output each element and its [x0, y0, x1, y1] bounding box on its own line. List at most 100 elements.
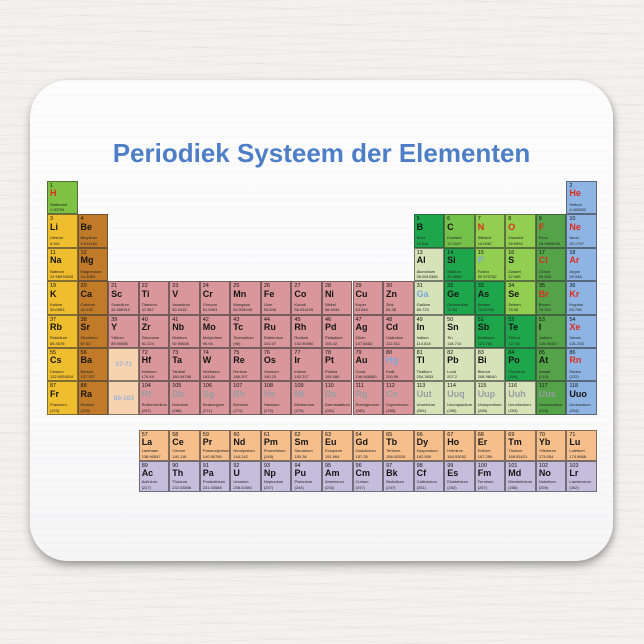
element-cell-Fe: 26 Fe IJzer 55.845 [260, 281, 292, 315]
element-cell-Tl: 81 Tl Thallium 204.3833 [413, 348, 445, 382]
atomic-number: 52 [508, 316, 515, 323]
element-name: Actinium [141, 479, 158, 485]
element-name: Krypton [569, 302, 584, 307]
element-symbol: Cn [386, 388, 399, 399]
element-cell-Am: 95 Am Americium (243) [321, 461, 353, 492]
element-cell-Mo: 42 Mo Molybdeen 95.96 [199, 314, 231, 348]
element-cell-Sr: 38 Sr Strontium 87.62 [77, 314, 109, 348]
element-symbol: H [50, 188, 57, 199]
atomic-mass: (98) [233, 340, 241, 346]
element-cell-Te: 52 Te Telluur 127.60 [505, 314, 536, 348]
atomic-number: 78 [324, 350, 332, 356]
atomic-number: 2 [569, 183, 573, 189]
element-cell-Nb: 41 Nb Niobium 92.90638 [169, 314, 200, 348]
element-name: Holmium [447, 448, 463, 454]
element-symbol: B [416, 221, 424, 232]
element-name: Platina [324, 368, 338, 374]
atomic-number: 17 [538, 249, 545, 256]
atomic-number: 7 [477, 216, 481, 223]
element-cell-Rh: 45 Rh Rodium 102.90550 [291, 314, 322, 348]
atomic-mass: 92.90638 [172, 340, 189, 346]
atomic-number: 38 [80, 316, 87, 323]
element-symbol: Ni [324, 288, 334, 299]
element-symbol: Uup [477, 388, 496, 399]
element-name: Berkelium [386, 479, 404, 485]
element-cell-O: 8 O Zuurstof 15.9994 [505, 214, 536, 248]
atomic-mass: 238.02891 [233, 484, 253, 490]
atomic-mass: 178.49 [141, 374, 154, 380]
element-cell-W: 74 W Wolfraam 183.84 [199, 348, 231, 382]
element-cell-F: 9 F Fluor 18.9984032 [535, 214, 567, 248]
element-cell-Eu: 63 Eu Europium 151.964 [321, 430, 353, 461]
element-symbol: Am [324, 468, 340, 479]
element-symbol: Rh [294, 321, 307, 332]
element-symbol: Rb [50, 321, 62, 332]
element-cell-Th: 90 Th Thorium 232.03806 [169, 461, 200, 492]
element-symbol: V [172, 288, 179, 299]
atomic-mass: 137.327 [80, 374, 96, 380]
atomic-number: 40 [141, 316, 148, 323]
element-name: Beryllium [80, 235, 97, 241]
atomic-mass: (145) [263, 453, 274, 459]
atomic-mass: 63.546 [355, 307, 368, 313]
atomic-mass: 190.23 [263, 374, 277, 380]
element-symbol: Ho [447, 437, 460, 448]
atomic-mass: 208.98040 [477, 374, 497, 380]
atomic-mass: 54.938045 [233, 307, 253, 313]
element-symbol: Lu [569, 437, 581, 448]
atomic-mass: (270) [263, 407, 274, 413]
element-symbol: Zr [141, 321, 151, 332]
atomic-number: 117 [538, 383, 548, 390]
element-symbol: Ne [569, 221, 581, 232]
element-symbol: Ge [447, 288, 460, 299]
atomic-number: 75 [233, 350, 240, 356]
atomic-number: 69 [508, 432, 515, 438]
element-name: Iridium [294, 368, 307, 374]
element-cell-Uup: 115 Uup Ununpentium (288) [474, 381, 506, 415]
element-symbol: Fm [477, 468, 492, 479]
element-name: Americium [324, 479, 344, 485]
atomic-number: 79 [355, 350, 362, 356]
element-symbol: Tm [508, 437, 522, 448]
element-name: Natrium [50, 268, 65, 274]
atomic-number: 11 [50, 249, 56, 256]
actinide-row: 89 Ac Actinium (227) 90 Th Thorium 232.03806 91 P… [138, 461, 598, 492]
atomic-number: 72 [141, 350, 148, 356]
element-symbol: Ga [416, 288, 429, 299]
atomic-mass: (289) [447, 407, 457, 413]
atomic-mass: (280) [355, 407, 365, 413]
atomic-mass: 85.4678 [50, 340, 65, 346]
atomic-number: 113 [416, 383, 426, 390]
element-name: Titanium [141, 302, 157, 307]
atomic-number: 43 [233, 316, 240, 323]
element-name: Roentgenium [355, 402, 380, 408]
element-cell-Ga: 31 Ga Gallium 69.723 [413, 281, 445, 315]
element-symbol: Tc [233, 321, 244, 332]
element-cell-Ra: 88 Ra Radium (226) [77, 381, 109, 415]
element-cell-Rn: 86 Rn Radon (222) [566, 348, 597, 382]
element-name: Boor [416, 235, 426, 241]
element-cell-In: 49 In Indium 114.818 [413, 314, 445, 348]
atomic-mass: 69.723 [416, 307, 429, 313]
atomic-mass: (251) [416, 484, 426, 490]
element-symbol: Ru [263, 321, 276, 332]
element-cell-Kr: 36 Kr Krypton 83.798 [566, 281, 597, 315]
atomic-number: 12 [80, 249, 87, 256]
atomic-number: 16 [508, 249, 515, 256]
element-cell-Pt: 78 Pt Platina 195.084 [321, 348, 353, 382]
element-symbol: Uuh [508, 388, 526, 399]
element-cell-Lu: 71 Lu Lutetium 174.9668 [566, 430, 597, 461]
element-cell-B: 5 B Boor 10.811 [413, 214, 445, 248]
element-name: Meitnerium [294, 402, 315, 408]
element-cell-Ni: 28 Ni Nikkel 58.6934 [321, 281, 353, 315]
element-name: Radon [569, 368, 582, 374]
atomic-mass: 207.2 [447, 374, 458, 380]
element-name: Curium [355, 479, 369, 485]
element-symbol: Tb [386, 437, 398, 448]
element-symbol: Gd [355, 437, 369, 448]
element-name: Thulium [508, 448, 523, 454]
element-symbol: Rf [141, 388, 152, 399]
atomic-mass: 192.217 [294, 374, 309, 380]
atomic-mass: 102.90550 [294, 340, 314, 346]
